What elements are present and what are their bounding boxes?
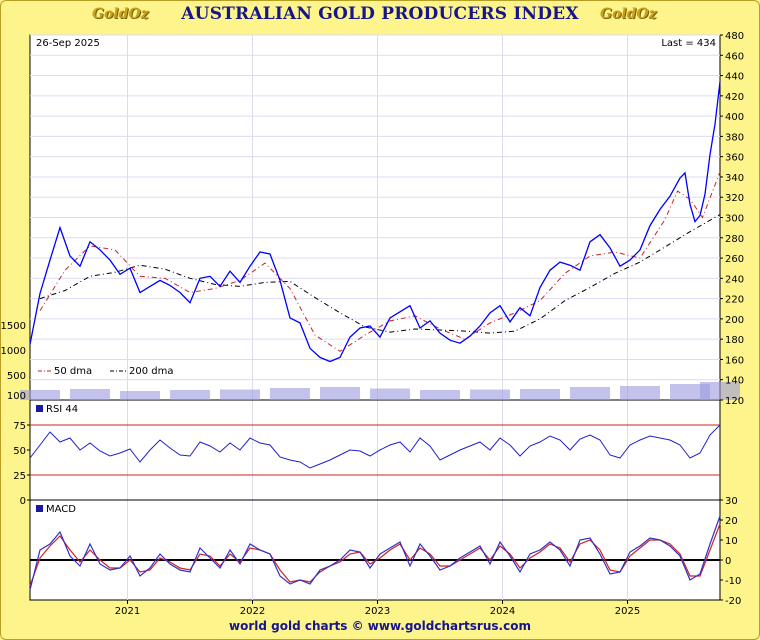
rsi-tick-label: 25 [13,471,26,482]
volume-bar [120,391,160,400]
date-label: 26-Sep 2025 [36,38,100,49]
grid [30,34,720,600]
price-tick-label: 480 [725,31,744,42]
rsi-line [29,424,721,469]
volume-tick-label: 100 [7,391,26,402]
volume-bar [520,389,560,400]
volume-bars [20,382,740,400]
volume-bar [470,389,510,400]
chart-title: AUSTRALIAN GOLD PRODUCERS INDEX [181,4,579,24]
price-tick-label: 260 [725,254,744,265]
x-tick-label: 2021 [115,606,140,617]
volume-bar [570,387,610,400]
x-tick-label: 2024 [490,606,515,617]
volume-bar [700,382,740,400]
macd-tick-label: -20 [725,596,741,607]
volume-bar [370,388,410,400]
volume-bar [270,388,310,400]
volume-bar [620,386,660,400]
footer-credit: world gold charts © www.goldchartsrus.co… [229,619,531,633]
price-tick-label: 400 [725,112,744,123]
price-tick-label: 160 [725,355,744,366]
index-price-line [29,81,721,363]
price-tick-label: 240 [725,274,744,285]
price-tick-label: 340 [725,173,744,184]
price-tick-label: 140 [725,376,744,387]
rsi-tick-label: 50 [13,446,26,457]
last-value-label: Last = 434 [661,38,716,49]
macd-label: MACD [46,504,76,515]
dma50-line [39,171,721,352]
volume-tick-label: 1000 [1,346,26,357]
macd-line [29,515,721,591]
price-tick-label: 460 [725,51,744,62]
price-tick-label: 220 [725,295,744,306]
legend-200dma-label: 200 dma [129,366,173,377]
price-tick-label: 440 [725,72,744,83]
price-tick-label: 120 [725,396,744,407]
x-tick-label: 2022 [240,606,265,617]
volume-bar [70,389,110,400]
macd-tick-label: 0 [725,556,731,567]
rsi-label: RSI 44 [46,404,78,415]
volume-tick-label: 500 [7,371,26,382]
price-tick-label: 300 [725,214,744,225]
legend-50dma-label: 50 dma [54,366,92,377]
price-tick-label: 320 [725,193,744,204]
macd-tick-label: 10 [725,536,738,547]
rsi-tick-label: 75 [13,421,26,432]
volume-tick-label: 1500 [1,321,26,332]
goldoz-logo-right: GoldOz [600,6,657,22]
x-tick-label: 2023 [365,606,390,617]
macd-tick-label: 20 [725,516,738,527]
volume-bar [420,390,460,400]
macd-panel [29,515,721,591]
volume-bar [320,387,360,400]
macd-tick-label: -10 [725,576,741,587]
price-tick-label: 180 [725,335,744,346]
volume-bar [20,390,60,400]
price-tick-label: 420 [725,92,744,103]
price-panel [29,81,721,363]
plot-area [29,34,721,601]
rsi-tick-label: 0 [20,496,26,507]
macd-label-swatch [36,505,43,512]
x-tick-label: 2025 [615,606,640,617]
price-tick-label: 200 [725,315,744,326]
macd-tick-label: 30 [725,496,738,507]
price-tick-label: 360 [725,153,744,164]
volume-bar [220,389,260,400]
axis-ticks: 1201401601802002202402602803003203403603… [1,31,745,617]
price-tick-label: 380 [725,132,744,143]
rsi-label-swatch [36,405,43,412]
rsi-panel [29,424,721,469]
price-tick-label: 280 [725,234,744,245]
goldoz-logo-left: GoldOz [92,6,149,22]
volume-bar [170,390,210,400]
